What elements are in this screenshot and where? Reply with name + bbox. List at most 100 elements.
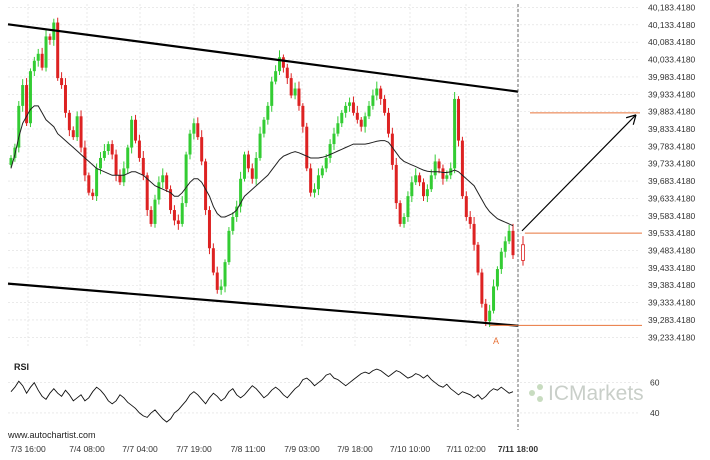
candle-body <box>176 220 180 224</box>
candle-body <box>309 168 313 193</box>
candle-body <box>9 157 13 165</box>
candle-body <box>340 112 344 124</box>
candle-body <box>394 164 398 204</box>
candle-body <box>67 112 71 131</box>
candle-body <box>165 175 169 190</box>
candle-body <box>437 161 441 169</box>
candle-body <box>242 154 246 179</box>
y-tick-label: 39,733.4180 <box>648 159 696 169</box>
rsi-level-label: 60 <box>650 378 660 388</box>
candle-body <box>207 210 211 249</box>
candle-body <box>211 248 215 273</box>
candle-body <box>246 154 250 169</box>
candle-body <box>137 140 141 158</box>
candle-body <box>297 88 301 106</box>
arrow-head-icon <box>625 114 637 125</box>
candle-body <box>410 182 414 197</box>
candle-body <box>44 36 48 68</box>
candle-body <box>425 189 429 197</box>
candle-body <box>359 119 363 127</box>
y-tick-label: 39,883.4180 <box>648 107 696 117</box>
candle-body <box>56 22 60 79</box>
candle-body <box>25 85 29 124</box>
candle-body <box>351 102 355 113</box>
candle-body <box>414 175 418 183</box>
y-tick-label: 40,133.4180 <box>648 20 696 30</box>
autochartist-watermark: www.autochartist.com <box>7 430 96 440</box>
x-tick-label: 7/7 19:00 <box>176 444 212 454</box>
candle-body <box>367 105 371 117</box>
candle-body <box>106 144 110 152</box>
candle-body <box>114 154 118 176</box>
candle-body <box>480 272 484 304</box>
candle-body <box>499 251 503 270</box>
candle-body <box>468 216 472 224</box>
icmarkets-watermark: ICMarkets <box>548 382 644 405</box>
candle-body <box>102 151 106 158</box>
y-tick-label: 39,933.4180 <box>648 89 696 99</box>
candle-body <box>95 168 99 197</box>
pattern-overlay: A <box>7 23 642 346</box>
candle-body <box>200 137 204 162</box>
candle-body <box>75 116 79 138</box>
x-tick-label: 7/11 02:00 <box>446 444 486 454</box>
y-tick-label: 39,533.4180 <box>648 228 696 238</box>
candle-body <box>145 175 149 211</box>
candle-body <box>231 216 235 231</box>
candle-body <box>305 126 309 169</box>
candle-body <box>250 168 254 179</box>
y-tick-label: 39,683.4180 <box>648 176 696 186</box>
candle-body <box>153 199 157 224</box>
candle-body <box>383 98 387 113</box>
candle-body <box>83 147 87 176</box>
candle-body <box>324 157 328 169</box>
candle-body <box>141 157 145 176</box>
candle-body <box>511 230 515 256</box>
candle-body <box>239 178 243 207</box>
candle-body <box>441 168 445 179</box>
candle-body <box>87 175 91 193</box>
candle-body <box>254 157 258 179</box>
candle-body <box>328 144 332 158</box>
candle-body <box>157 182 161 200</box>
candle-body <box>204 161 208 211</box>
candle-body <box>134 119 138 141</box>
candle-body <box>227 230 231 263</box>
candle-body <box>503 241 507 252</box>
candle-body <box>99 157 103 169</box>
x-axis: 7/3 16:00 7/4 08:00 7/7 04:00 7/7 19:00 7/8 … <box>10 444 538 454</box>
candle-body <box>507 230 511 242</box>
candle-body <box>17 105 21 148</box>
candle-body <box>495 269 499 287</box>
candle-body <box>180 203 184 224</box>
candle-body <box>192 123 196 134</box>
candle-body <box>36 53 40 61</box>
x-tick-label: 7/7 04:00 <box>122 444 158 454</box>
candle-body <box>488 310 492 322</box>
candle-body <box>48 36 52 40</box>
y-tick-label: 39,433.4180 <box>648 263 696 273</box>
candle-body <box>172 210 176 221</box>
candle-body <box>274 71 278 82</box>
candle-body <box>418 175 422 183</box>
y-tick-label: 39,983.4180 <box>648 72 696 82</box>
y-tick-label: 39,283.4180 <box>648 315 696 325</box>
candle-body <box>285 67 289 79</box>
candle-body <box>316 175 320 190</box>
candle-body <box>196 123 200 138</box>
candle-body <box>32 60 36 72</box>
candle-body <box>130 119 134 148</box>
y-tick-label: 39,333.4180 <box>648 298 696 308</box>
candle-body <box>375 88 379 96</box>
candle-body <box>188 133 192 155</box>
candle-body <box>332 133 336 145</box>
candle-body <box>476 244 480 273</box>
candle-body <box>421 182 425 197</box>
point-a-label: A <box>493 336 499 346</box>
y-tick-label: 39,383.4180 <box>648 280 696 290</box>
candle-body <box>293 88 297 96</box>
candle-body <box>60 78 64 86</box>
candle-body <box>429 175 433 190</box>
channel-upper-line <box>7 23 519 93</box>
y-tick-label: 39,583.4180 <box>648 211 696 221</box>
